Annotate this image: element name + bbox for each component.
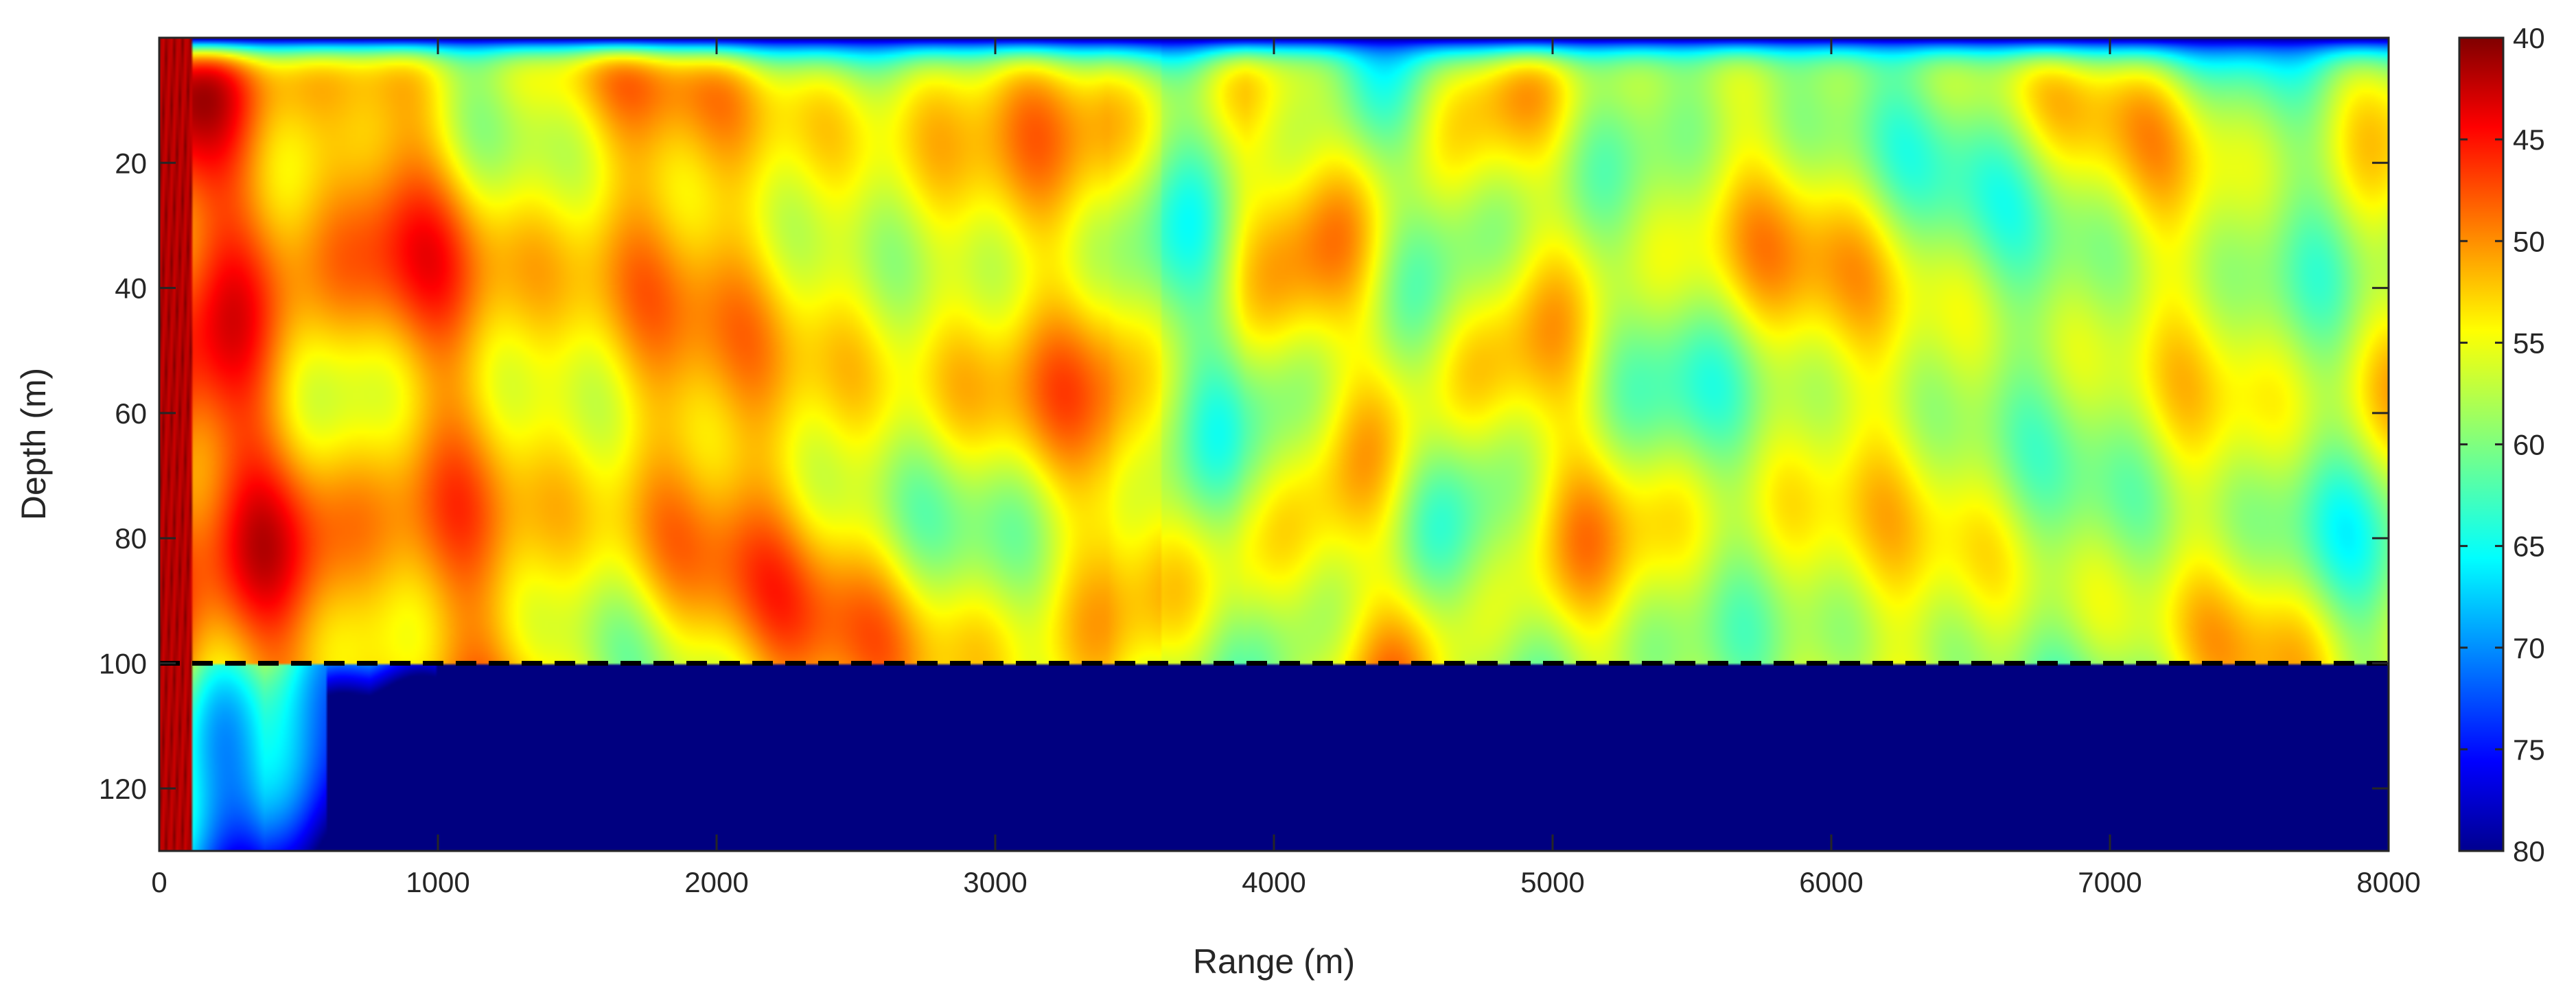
x-tick-label: 5000 [1520, 866, 1584, 898]
plot-area [158, 36, 2390, 852]
colorbar-tick-label: 65 [2513, 530, 2545, 563]
colorbar-tick-label: 40 [2513, 22, 2545, 54]
x-tick-label: 7000 [2078, 866, 2142, 898]
x-tick-label: 0 [151, 866, 167, 898]
y-axis-label: Depth (m) [14, 368, 53, 520]
colorbar-tick-label: 75 [2513, 734, 2545, 766]
x-axis-label: Range (m) [1193, 942, 1355, 981]
y-tick-label: 100 [99, 648, 147, 680]
y-tick-label: 20 [115, 147, 147, 179]
y-tick-label: 60 [115, 397, 147, 430]
x-tick-label: 1000 [406, 866, 469, 898]
colorbar-ticks: 40 45 50 55 60 65 70 75 80 [2459, 22, 2545, 867]
x-tick-label: 8000 [2356, 866, 2420, 898]
colorbar-tick-label: 50 [2513, 225, 2545, 257]
y-tick-label: 120 [99, 773, 147, 805]
x-tick-label: 6000 [1799, 866, 1863, 898]
y-axis: 20 40 60 80 100 120 [99, 147, 2389, 805]
colorbar-tick-label: 45 [2513, 124, 2545, 156]
colorbar: 40 45 50 55 60 65 70 75 80 [2458, 22, 2545, 867]
x-axis: 0 1000 2000 3000 4000 5000 6000 7000 8000 [151, 38, 2421, 898]
x-tick-label: 4000 [1242, 866, 1306, 898]
y-tick-label: 80 [115, 522, 147, 554]
colorbar-tick-label: 70 [2513, 632, 2545, 664]
y-tick-label: 40 [115, 272, 147, 305]
heatmap-field [159, 38, 2389, 851]
colorbar-tick-label: 55 [2513, 327, 2545, 359]
x-tick-label: 2000 [684, 866, 748, 898]
colorbar-tick-label: 60 [2513, 429, 2545, 461]
colorbar-tick-label: 80 [2513, 835, 2545, 867]
x-tick-label: 3000 [963, 866, 1027, 898]
